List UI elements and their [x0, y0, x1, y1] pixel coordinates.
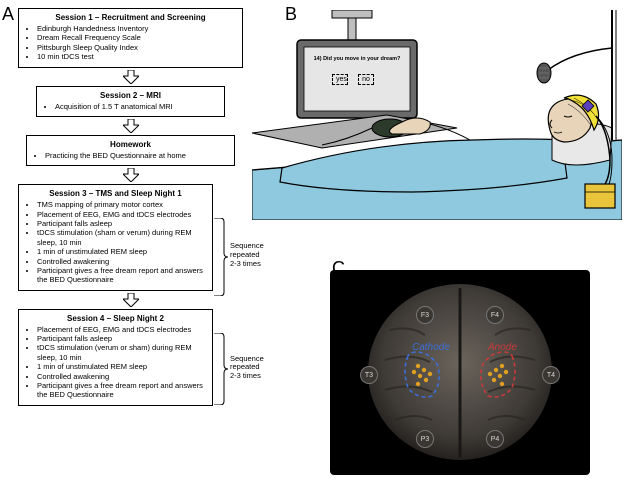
session-3-item: Controlled awakening — [37, 257, 206, 266]
repeat-note: Sequence repeated 2-3 times — [230, 355, 264, 381]
session-4-title: Session 4 – Sleep Night 2 — [25, 314, 206, 323]
session-3-item: 1 min of unstimulated REM sleep — [37, 247, 206, 256]
repeat-note: Sequence repeated 2-3 times — [230, 242, 264, 268]
electrode-p3: P3 — [416, 430, 434, 448]
session-4-item: tDCS stimulation (verum or sham) during … — [37, 343, 206, 362]
session-3-title: Session 3 – TMS and Sleep Night 1 — [25, 189, 206, 198]
session-2-box: Session 2 – MRI Acquisition of 1.5 T ana… — [36, 86, 225, 117]
monitor-option-yes: yes — [332, 74, 348, 85]
monitor-question-text: 14) Did you move in your dream? — [310, 56, 404, 62]
homework-item: Practicing the BED Questionnaire at home — [45, 151, 228, 160]
session-3-item: Participant gives a free dream report an… — [37, 266, 206, 285]
repeat-note-line: 2-3 times — [230, 372, 264, 381]
flow-arrow — [18, 68, 243, 86]
electrode-f3: F3 — [416, 306, 434, 324]
session-2-item: Acquisition of 1.5 T anatomical MRI — [55, 102, 218, 111]
flowchart: Session 1 – Recruitment and Screening Ed… — [18, 8, 243, 406]
electrode-p4: P4 — [486, 430, 504, 448]
electrode-t4: T4 — [542, 366, 560, 384]
anode-label: Anode — [487, 342, 517, 353]
homework-title: Homework — [33, 140, 228, 149]
session-3-box: Session 3 – TMS and Sleep Night 1 TMS ma… — [18, 184, 213, 290]
panel-c-brain: Cathode Anode F3 F4 T3 T4 P3 P4 — [330, 270, 590, 490]
session-3-item: Placement of EEG, EMG and tDCS electrode… — [37, 210, 206, 219]
session-1-item: 10 min tDCS test — [37, 52, 236, 61]
electrode-t3: T3 — [360, 366, 378, 384]
session-3-item: tDCS stimulation (sham or verum) during … — [37, 228, 206, 247]
session-4-item: Controlled awakening — [37, 372, 206, 381]
repeat-note-line: 2-3 times — [230, 260, 264, 269]
homework-box: Homework Practicing the BED Questionnair… — [26, 135, 235, 166]
session-1-box: Session 1 – Recruitment and Screening Ed… — [18, 8, 243, 68]
session-3-item: Participant falls asleep — [37, 219, 206, 228]
session-4-item: 1 min of unstimulated REM sleep — [37, 362, 206, 371]
panel-b-illustration: 14) Did you move in your dream? yes no — [252, 10, 622, 220]
session-4-item: Participant gives a free dream report an… — [37, 381, 206, 400]
cathode-label: Cathode — [412, 342, 450, 353]
session-2-title: Session 2 – MRI — [43, 91, 218, 100]
arrow-down-icon — [123, 168, 139, 182]
monitor-option-no: no — [358, 74, 374, 85]
session-4-item: Placement of EEG, EMG and tDCS electrode… — [37, 325, 206, 334]
session-1-item: Dream Recall Frequency Scale — [37, 33, 236, 42]
flow-arrow — [18, 166, 243, 184]
arrow-down-icon — [123, 70, 139, 84]
electrode-f4: F4 — [486, 306, 504, 324]
session-1-item: Edinburgh Handedness Inventory — [37, 24, 236, 33]
session-1-title: Session 1 – Recruitment and Screening — [25, 13, 236, 22]
arrow-down-icon — [123, 293, 139, 307]
arrow-down-icon — [123, 119, 139, 133]
flow-arrow — [18, 117, 243, 135]
brain-background: Cathode Anode F3 F4 T3 T4 P3 P4 — [330, 270, 590, 475]
session-3-item: TMS mapping of primary motor cortex — [37, 200, 206, 209]
repeat-bracket — [214, 333, 228, 405]
panel-label-a: A — [2, 4, 14, 25]
repeat-bracket — [214, 218, 228, 296]
flow-arrow — [18, 291, 243, 309]
session-4-box: Session 4 – Sleep Night 2 Placement of E… — [18, 309, 213, 406]
session-1-item: Pittsburgh Sleep Quality Index — [37, 43, 236, 52]
session-4-item: Participant falls asleep — [37, 334, 206, 343]
